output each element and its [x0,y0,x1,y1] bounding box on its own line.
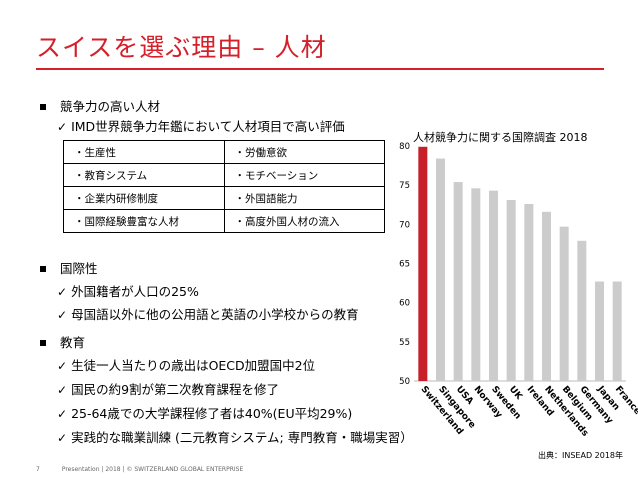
checkmark-icon: ✓ [57,431,68,445]
table-row: ・国際経験豊富な人材 ・高度外国人材の流入 [63,209,385,233]
title-divider [36,68,604,70]
y-tick-label: 55 [399,338,410,348]
table-cell: ・生産性 [63,140,225,164]
section-heading-education: 教育 [40,332,85,351]
bar [559,226,569,381]
list-item: ✓ IMD世界競争力年鑑において人材項目で高い評価 [57,116,345,135]
checkmark-icon: ✓ [57,407,68,421]
list-item-label: 外国籍者が人口の25% [71,284,199,299]
bar [577,240,587,381]
list-item-label: 25-64歳での大学課程修了者は40%(EU平均29%) [71,406,353,421]
footer: 7 Presentation | 2018 | © SWITZERLAND GLO… [36,466,243,473]
y-tick-label: 80 [399,142,410,152]
talent-factors-table: ・生産性 ・労働意欲 ・教育システム ・モチベーション ・企業内研修制度 ・外国… [63,140,385,233]
section-heading-international: 国際性 [40,258,98,277]
table-row: ・企業内研修制度 ・外国語能力 [63,186,385,210]
bar [471,188,481,381]
footer-text: Presentation | 2018 | © SWITZERLAND GLOB… [61,466,244,473]
section-heading-talent: 競争力の高い人材 [40,96,160,115]
bar [595,281,604,381]
chart-title: 人材競争力に関する国際調査 2018 [413,131,588,144]
list-item-label: 国民の約9割が第二次教育課程を修了 [71,382,280,397]
y-tick-label: 75 [399,181,410,191]
table-row: ・教育システム ・モチベーション [63,163,385,187]
square-bullet-icon [40,339,46,346]
bar [612,281,622,381]
checkmark-icon: ✓ [57,285,68,299]
list-item-label: 母国語以外に他の公用語と英語の小学校からの教育 [71,307,359,322]
bar [506,200,516,381]
y-tick-label: 70 [399,220,410,230]
bar [418,146,428,381]
square-bullet-icon [40,265,46,272]
bar [489,190,498,381]
source-note: 出典：INSEAD 2018年 [538,451,624,460]
y-tick-label: 65 [399,260,410,270]
checkmark-icon: ✓ [57,359,68,373]
list-item: ✓ 実践的な職業訓練 (二元教育システム; 専門教育・職場実習） [57,427,413,446]
bar [524,203,534,381]
bar [453,182,463,381]
list-item-label: 実践的な職業訓練 (二元教育システム; 専門教育・職場実習） [71,430,413,445]
list-item: ✓ 母国語以外に他の公用語と英語の小学校からの教育 [57,304,359,323]
list-item-label: IMD世界競争力年鑑において人材項目で高い評価 [71,119,345,134]
table-cell: ・高度外国人材の流入 [223,209,385,233]
list-item-label: 生徒一人当たりの歳出はOECD加盟国中2位 [71,358,316,373]
list-item: ✓ 25-64歳での大学課程修了者は40%(EU平均29%) [57,403,352,422]
table-cell: ・外国語能力 [223,186,385,210]
section-heading-label: 国際性 [60,261,98,276]
checkmark-icon: ✓ [57,308,68,322]
table-row: ・生産性 ・労働意欲 [63,140,385,164]
section-heading-label: 教育 [60,335,86,350]
checkmark-icon: ✓ [57,383,68,397]
bar [436,158,445,381]
checkmark-icon: ✓ [57,120,68,134]
table-cell: ・国際経験豊富な人材 [63,209,225,233]
section-heading-label: 競争力の高い人材 [60,99,161,114]
list-item: ✓ 生徒一人当たりの歳出はOECD加盟国中2位 [57,355,315,374]
list-item: ✓ 外国籍者が人口の25% [57,281,199,300]
bar [542,211,551,381]
page-title: スイスを選ぶ理由 – 人材 [36,33,327,62]
square-bullet-icon [40,103,46,110]
table-cell: ・労働意欲 [223,140,385,164]
y-tick-label: 50 [399,377,410,387]
list-item: ✓ 国民の約9割が第二次教育課程を修了 [57,379,279,398]
y-tick-label: 60 [399,299,410,309]
page-number: 7 [36,466,40,473]
